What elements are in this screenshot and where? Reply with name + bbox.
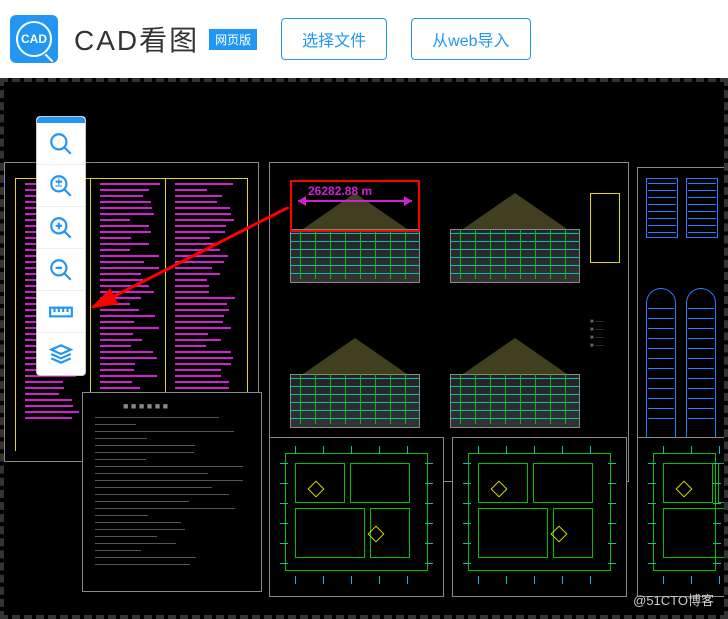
magnifier-minus-icon — [48, 257, 74, 283]
app-logo: CAD — [10, 15, 58, 63]
drawing-floorplan — [637, 437, 728, 597]
measurement-highlight: 26282.88 m — [290, 180, 420, 232]
layers-tool[interactable] — [37, 333, 85, 375]
drawing-floorplan — [452, 437, 627, 597]
zoom-out-tool[interactable] — [37, 249, 85, 291]
layers-icon — [48, 341, 74, 367]
drawing-floorplan — [269, 437, 444, 597]
zoom-toggle-tool[interactable] — [37, 165, 85, 207]
logo-text: CAD — [21, 32, 47, 46]
drawing-notes: ■ ■ ■ ■ ■ ■ document.write(Array.from({l… — [82, 392, 262, 592]
zoom-search-tool[interactable] — [37, 123, 85, 165]
measurement-dimension-line — [298, 200, 412, 202]
measure-tool[interactable] — [37, 291, 85, 333]
magnifier-plus-icon — [48, 215, 74, 241]
tool-palette — [36, 116, 86, 376]
measurement-value: 26282.88 m — [308, 184, 372, 198]
import-web-button[interactable]: 从web导入 — [411, 18, 530, 60]
ruler-icon — [48, 299, 74, 325]
brand-title: CAD看图 — [74, 19, 199, 59]
web-version-badge: 网页版 — [209, 29, 257, 50]
magnifier-icon — [48, 131, 74, 157]
cad-canvas[interactable]: document.write(Array.from({length:40}).m… — [0, 78, 728, 619]
drawing-doors-windows: document.write(Array.from({length:8}).ma… — [637, 167, 728, 467]
watermark: @51CTO博客 — [633, 590, 714, 609]
app-header: CAD CAD看图 网页版 选择文件 从web导入 — [0, 0, 728, 78]
magnifier-plusminus-icon — [48, 173, 74, 199]
select-file-button[interactable]: 选择文件 — [281, 18, 387, 60]
zoom-in-tool[interactable] — [37, 207, 85, 249]
